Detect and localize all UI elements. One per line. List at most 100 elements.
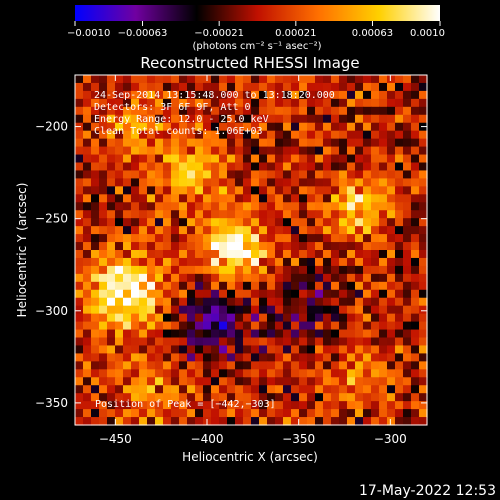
heatmap-cell [155, 265, 164, 275]
heatmap-cell [139, 281, 148, 291]
heatmap-cell [379, 265, 388, 275]
heatmap-cell [227, 265, 236, 275]
heatmap-cell [91, 281, 100, 291]
heatmap-cell [235, 321, 244, 331]
heatmap-cell [339, 90, 348, 100]
heatmap-cell [299, 138, 308, 148]
heatmap-cell [299, 186, 308, 195]
heatmap-cell [395, 401, 404, 410]
heatmap-cell [419, 321, 428, 331]
heatmap-cell [227, 226, 236, 235]
heatmap-cell [99, 297, 108, 307]
heatmap-cell [379, 106, 388, 116]
heatmap-cell [211, 234, 220, 243]
heatmap-cell [195, 146, 204, 156]
heatmap-cell [139, 313, 148, 323]
heatmap-cell [91, 321, 100, 331]
heatmap-cell [283, 305, 292, 315]
heatmap-cell [299, 242, 308, 251]
colorbar-tick-label: −0.00021 [194, 28, 244, 39]
heatmap-cell [203, 313, 212, 323]
heatmap-cell [179, 305, 188, 315]
heatmap-cell [379, 273, 388, 283]
heatmap-cell [259, 170, 268, 179]
heatmap-cell [403, 281, 412, 291]
heatmap-cell [251, 130, 260, 140]
heatmap-cell [203, 297, 212, 307]
heatmap-cell [275, 170, 284, 179]
heatmap-cell [371, 170, 380, 179]
heatmap-cell [387, 242, 396, 251]
heatmap-cell [83, 130, 92, 140]
heatmap-cell [235, 146, 244, 156]
heatmap-cell [411, 305, 420, 315]
heatmap-cell [371, 218, 380, 227]
heatmap-cell [363, 265, 372, 275]
heatmap-cell [187, 194, 196, 203]
heatmap-cell [171, 114, 180, 124]
heatmap-cell [99, 82, 108, 92]
heatmap-cell [387, 345, 396, 354]
heatmap-cell [315, 409, 324, 418]
heatmap-cell [99, 337, 108, 347]
heatmap-cell [315, 75, 324, 84]
heatmap-cell [139, 401, 148, 410]
heatmap-cell [347, 281, 356, 291]
heatmap-cell [123, 138, 132, 148]
heatmap-cell [299, 409, 308, 418]
heatmap-cell [179, 82, 188, 92]
heatmap-cell [363, 178, 372, 187]
heatmap-cell [91, 98, 100, 108]
heatmap-cell [283, 401, 292, 410]
heatmap-cell [419, 138, 428, 148]
heatmap-cell [227, 385, 236, 394]
heatmap-cell [171, 417, 180, 426]
heatmap-cell [419, 218, 428, 227]
heatmap-cell [219, 313, 228, 323]
x-axis-label: Heliocentric X (arcsec) [182, 450, 318, 464]
heatmap-cell [307, 122, 316, 132]
heatmap-cell [123, 409, 132, 418]
heatmap-cell [235, 401, 244, 410]
heatmap-cell [131, 122, 140, 132]
heatmap-cell [315, 130, 324, 140]
heatmap-cell [395, 257, 404, 267]
heatmap-cell [179, 178, 188, 187]
heatmap-cell [83, 417, 92, 426]
heatmap-cell [259, 130, 268, 140]
heatmap-cell [259, 186, 268, 195]
heatmap-cell [339, 210, 348, 219]
heatmap-cell [91, 194, 100, 203]
heatmap-cell [83, 122, 92, 132]
heatmap-cell [379, 210, 388, 219]
heatmap-cell [195, 202, 204, 211]
heatmap-cell [331, 369, 340, 378]
heatmap-cell [347, 226, 356, 235]
heatmap-cell [219, 75, 228, 84]
heatmap-cell [291, 337, 300, 347]
heatmap-cell [147, 250, 156, 259]
heatmap-cell [347, 289, 356, 299]
heatmap-cell [211, 281, 220, 291]
heatmap-cell [395, 409, 404, 418]
heatmap-cell [371, 305, 380, 315]
heatmap-cell [419, 329, 428, 339]
heatmap-cell [355, 369, 364, 378]
heatmap-cell [115, 361, 124, 370]
heatmap-cell [411, 178, 420, 187]
heatmap-cell [323, 313, 332, 323]
heatmap-cell [179, 242, 188, 251]
heatmap-cell [371, 281, 380, 291]
heatmap-cell [259, 242, 268, 251]
heatmap-cell [99, 234, 108, 243]
heatmap-cell [395, 210, 404, 219]
heatmap-cell [379, 202, 388, 211]
heatmap-cell [123, 210, 132, 219]
heatmap-cell [147, 393, 156, 402]
heatmap-cell [275, 337, 284, 347]
heatmap-cell [283, 250, 292, 259]
heatmap-cell [83, 377, 92, 386]
heatmap-cell [83, 337, 92, 347]
heatmap-cell [275, 305, 284, 315]
heatmap-cell [147, 162, 156, 172]
